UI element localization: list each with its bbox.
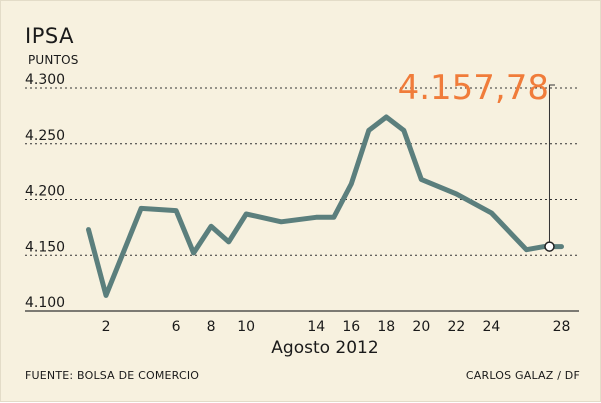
y-tick-label: 4.300 <box>25 72 65 88</box>
y-tick-label: 4.150 <box>25 239 65 255</box>
x-tick-label: 22 <box>447 319 465 335</box>
x-tick-label: 20 <box>412 319 430 335</box>
callout-leader-line <box>549 85 555 242</box>
x-tick-label: 10 <box>237 319 255 335</box>
x-tick-label: 16 <box>342 319 360 335</box>
last-value-marker <box>545 242 554 251</box>
x-tick-label: 2 <box>102 319 111 335</box>
x-axis-label: Agosto 2012 <box>271 338 378 358</box>
x-tick-label: 28 <box>553 319 571 335</box>
x-tick-label: 18 <box>377 319 395 335</box>
x-tick-labels: 2 6 8 10 14 16 18 20 22 24 28 <box>102 319 571 335</box>
y-tick-labels: 4.300 4.250 4.200 4.150 4.100 <box>25 72 65 311</box>
source-note: FUENTE: BOLSA DE COMERCIO <box>25 369 199 382</box>
x-tick-label: 24 <box>482 319 500 335</box>
credit-note: CARLOS GALAZ / DF <box>466 369 580 382</box>
x-tick-label: 6 <box>172 319 181 335</box>
x-tick-label: 8 <box>207 319 216 335</box>
y-tick-label: 4.250 <box>25 128 65 144</box>
x-tick-label: 14 <box>307 319 325 335</box>
last-value-callout: 4.157,78 <box>398 68 549 108</box>
y-tick-label: 4.200 <box>25 184 65 200</box>
y-tick-label: 4.100 <box>25 295 65 311</box>
grid-lines <box>25 88 579 311</box>
